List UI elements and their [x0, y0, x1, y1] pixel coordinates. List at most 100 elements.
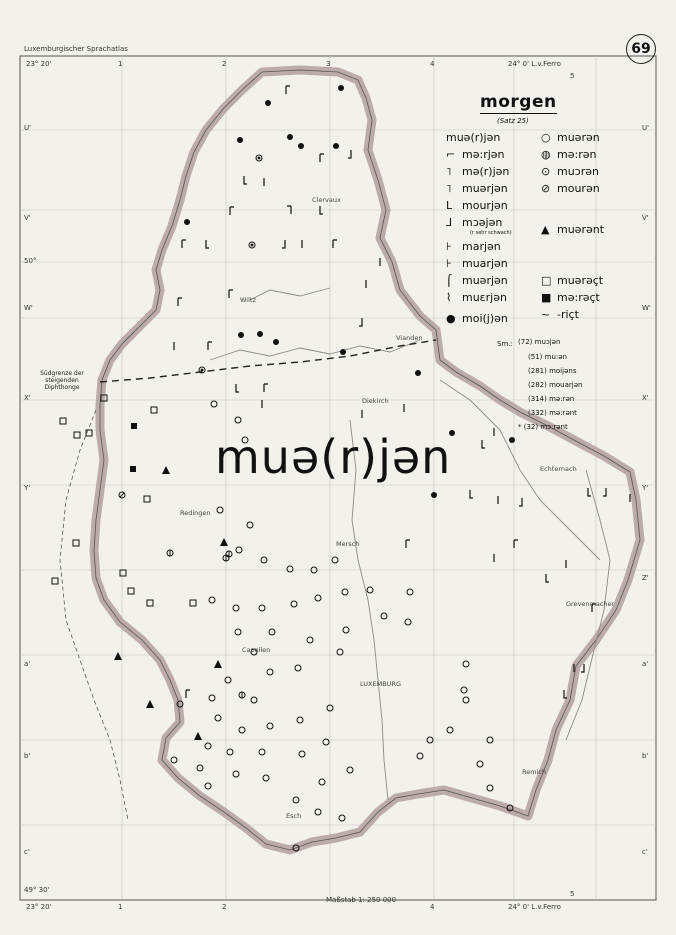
- legend-text: muərənt: [557, 223, 605, 236]
- special-form-num: 332: [530, 409, 545, 417]
- place-name: Wiltz: [240, 296, 256, 304]
- grid-bottom-col-1: 1: [118, 903, 123, 911]
- legend-text: marjən: [462, 240, 501, 253]
- grid-top-col-2: 2: [222, 60, 227, 68]
- place-name: LUXEMBURG: [360, 680, 401, 688]
- place-name: Redingen: [180, 509, 211, 517]
- place-name: Grevenmacher: [566, 600, 615, 608]
- legend-right-row: ▲ muərənt: [541, 223, 604, 236]
- country-border-line: [93, 69, 641, 851]
- special-form-num: 282: [530, 381, 545, 389]
- legend-symbol: ⊦: [446, 257, 452, 270]
- special-form-text: mə:rən: [549, 395, 575, 403]
- grid-right-1: V': [642, 214, 649, 222]
- legend-symbol: ⌇: [446, 291, 452, 304]
- legend-symbol: ●: [446, 312, 456, 325]
- special-form-num: 281: [530, 367, 545, 375]
- grid-bottom-scale: Maßstab 1: 250 000: [326, 896, 397, 904]
- grid-left-7: b': [24, 752, 31, 760]
- map-frame: [19, 55, 657, 901]
- grid-left-8: c': [24, 848, 30, 856]
- page-number: 69: [626, 34, 656, 64]
- legend-text: moi(j)ən: [462, 312, 508, 325]
- legend-text: muarjən: [462, 257, 508, 270]
- place-name: Capellen: [242, 646, 271, 654]
- legend-symbol: ▲: [541, 223, 550, 236]
- grid-bottom-col-5: 5: [570, 890, 575, 898]
- markers-mouren: [118, 491, 126, 499]
- place-name: Vianden: [396, 334, 423, 342]
- place-name: Diekirch: [362, 397, 389, 405]
- place-name: Mersch: [336, 540, 360, 548]
- legend-symbol: ˥: [446, 182, 452, 195]
- south-boundary-line: [99, 339, 437, 383]
- grid-right-6: a': [642, 660, 649, 668]
- special-form-num: 51: [530, 353, 540, 361]
- special-form-row: (282) mouarjən: [528, 381, 583, 389]
- markers-hooks: [173, 85, 631, 699]
- legend-note: (r sehr schwach): [470, 230, 512, 236]
- legend-symbol: ■: [541, 291, 552, 304]
- map-title: morgen: [480, 92, 557, 114]
- markers-muoren: [198, 154, 263, 374]
- south-boundary-label: Südgrenze der steigenden Diphthonge: [40, 370, 84, 391]
- legend-right-row: ◍ mə:rən: [541, 148, 596, 161]
- grid-left-2: 50°: [24, 257, 37, 265]
- legend-text: mə:rən: [557, 148, 597, 161]
- place-name: Clervaux: [312, 196, 341, 204]
- grid-right-3: X': [642, 394, 649, 402]
- legend-text: muərjən: [462, 274, 508, 287]
- west-dashed-line: [59, 409, 129, 821]
- special-form-text: mouarjən: [549, 381, 583, 389]
- grid-bottom-col-4: 4: [430, 903, 435, 911]
- legend-right-row: □ muərəçt: [541, 274, 603, 287]
- grid-top-left-degree: 23° 20': [26, 60, 52, 68]
- special-form-row: (281) moijəns: [528, 367, 577, 375]
- special-form-star: *: [518, 423, 522, 431]
- legend-left-row: ⊦ muarjən: [446, 257, 508, 270]
- legend-symbol: ˥: [446, 165, 452, 178]
- grid-right-4: Y': [642, 484, 649, 492]
- grid-left-0: U': [24, 124, 32, 132]
- grid-right-7: b': [642, 752, 649, 760]
- special-form-num: 32: [526, 423, 536, 431]
- markers-muerent: [114, 466, 228, 740]
- grid-left-1: V': [24, 214, 31, 222]
- legend-text: mə:rjən: [462, 148, 505, 161]
- legend-left-row: ⌠ muərjən: [446, 274, 508, 287]
- legend-left-row: ⌐ mə:rjən: [446, 148, 505, 161]
- legend-text: mourjən: [462, 199, 508, 212]
- legend-symbol: ~: [541, 308, 551, 321]
- legend-right-row: ■ mə:rəçt: [541, 291, 600, 304]
- special-form-text: moijəns: [549, 367, 577, 375]
- legend-left-row: ˥ mə(r)jən: [446, 165, 509, 178]
- legend-symbol: ⊦: [446, 240, 452, 253]
- legend-left-row: ˥ muərjən: [446, 182, 508, 195]
- legend-right-row: ⊘ mourən: [541, 182, 600, 195]
- special-form-num: 72: [520, 338, 530, 346]
- grid-left-4: X': [24, 394, 31, 402]
- legend-right-row: ⊙ muɔrən: [541, 165, 599, 178]
- legend-text: mɔəjən: [462, 216, 503, 229]
- place-name: Remich: [522, 768, 547, 776]
- legend-text: muɔrən: [557, 165, 599, 178]
- grid-right-5: Z': [642, 574, 649, 582]
- legend-symbol: ⊘: [541, 182, 551, 195]
- legend-text: muə(r)jən: [446, 131, 501, 144]
- grid-top-col-4: 4: [430, 60, 435, 68]
- legend-text: muərən: [557, 131, 600, 144]
- atlas-title: Luxemburgischer Sprachatlas: [24, 45, 128, 53]
- markers-moijen: [184, 85, 515, 498]
- legend-symbol: L: [446, 199, 453, 212]
- legend-text: muərəçt: [557, 274, 604, 287]
- grid-top-right-degree: 24° 0' L.v.Ferro: [508, 60, 561, 68]
- legend-symbol: ⌠: [446, 274, 452, 287]
- place-name: Esch: [286, 812, 302, 820]
- grid-left-6: a': [24, 660, 31, 668]
- special-form-text: mɔ:rənt: [540, 423, 568, 431]
- legend-symbol: □: [541, 274, 552, 287]
- legend-symbol: ○: [541, 131, 551, 144]
- special-form-row: (314) mə:rən: [528, 395, 575, 403]
- legend-text: muɛrjən: [462, 291, 507, 304]
